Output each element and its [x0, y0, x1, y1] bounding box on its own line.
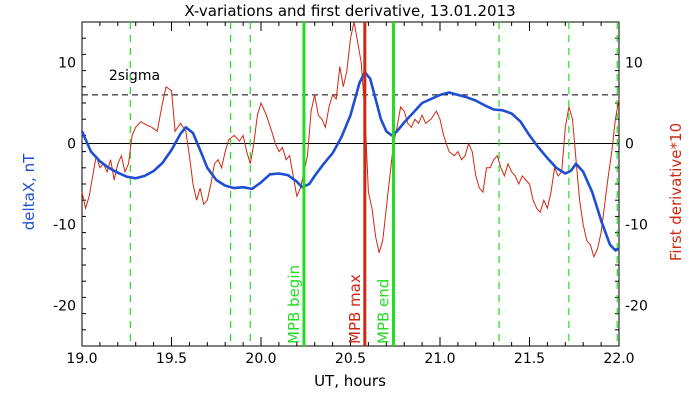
x-tick-label: 19.5 [156, 351, 187, 367]
x-tick-label: 20.0 [245, 351, 276, 367]
sigma-label: 2sigma [109, 68, 160, 84]
x-tick-label: 22.0 [603, 351, 634, 367]
marker-label: MPB max [346, 274, 364, 344]
y-tick-label-left: -20 [53, 299, 76, 315]
chart-title: X-variations and first derivative, 13.01… [184, 2, 515, 20]
y-axis-label-left: deltaX, nT [20, 153, 38, 230]
x-tick-label: 21.0 [424, 351, 455, 367]
y-tick-label-right: 0 [625, 137, 634, 153]
x-tick-label: 21.5 [514, 351, 545, 367]
y-tick-label-left: 10 [58, 56, 76, 72]
y-tick-label-right: -20 [625, 299, 648, 315]
x-axis-label: UT, hours [314, 372, 386, 390]
marker-label: MPB begin [285, 265, 303, 344]
series-line-deltax [80, 70, 620, 252]
plot-area: 19.0 19.5 20.0 20.5 21.0 21.5 22.0 10 0 -10 -20 10 0… [53, 21, 648, 367]
x-tick-label: 20.5 [335, 351, 366, 367]
y-tick-label-left: -10 [53, 218, 76, 234]
series-line-derivative [81, 21, 620, 259]
x-tick-label: 19.0 [66, 351, 97, 367]
y-tick-label-left: 0 [67, 137, 76, 153]
marker-label: MPB end [374, 279, 392, 344]
y-tick-label-right: -10 [625, 218, 648, 234]
y-tick-label-right: 10 [625, 56, 643, 72]
y-axis-label-right: First derivative*10 [667, 123, 685, 261]
